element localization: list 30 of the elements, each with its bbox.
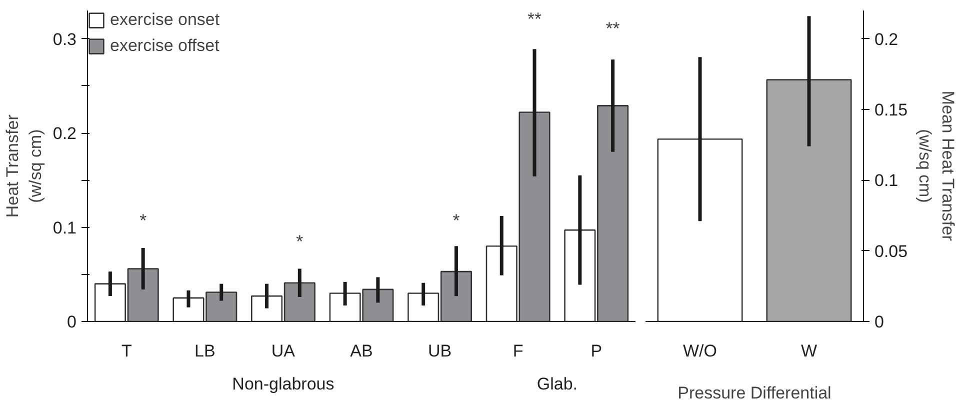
legend-label: exercise onset xyxy=(110,10,220,30)
x-tick-label: W/O xyxy=(683,342,718,360)
y-tick-label: 0 xyxy=(67,312,77,332)
x-tick-label: T xyxy=(121,342,132,360)
x-tick-label: F xyxy=(512,342,524,360)
legend-label: exercise offset xyxy=(110,36,220,56)
y-axis-title: Heat Transfer (w/sq cm) xyxy=(3,114,45,218)
y-tick-label: 0.3 xyxy=(52,30,77,49)
text: Glab. xyxy=(536,374,578,394)
y-tick-label: 0.2 xyxy=(52,124,77,144)
y2-tick-label: 0.05 xyxy=(874,242,908,261)
y-tick-label: 0.1 xyxy=(52,218,77,238)
y2-tick-label: 0.1 xyxy=(874,171,898,190)
x-tick-label: W xyxy=(800,342,818,360)
annotation: ** xyxy=(606,18,620,38)
x-axis-title: Pressure Differential xyxy=(678,384,832,402)
annotation: ** xyxy=(528,8,542,29)
annotation: * xyxy=(452,210,460,231)
x-tick-label: UB xyxy=(428,342,452,360)
x-tick-label: UA xyxy=(271,342,296,360)
y2-tick-label: 0.2 xyxy=(874,30,898,49)
x-tick-label: AB xyxy=(350,342,373,360)
x-tick-label: P xyxy=(590,342,602,360)
y2-tick-label: 0.15 xyxy=(874,100,908,120)
y2-axis-title: Mean Heat Transfer (w/sq cm) xyxy=(916,90,958,242)
y2-tick-label: 0 xyxy=(874,312,884,332)
annotation: * xyxy=(140,210,147,231)
x-tick-label: LB xyxy=(194,342,216,360)
text: Non-glabrous xyxy=(232,374,334,394)
annotation: * xyxy=(296,231,304,252)
